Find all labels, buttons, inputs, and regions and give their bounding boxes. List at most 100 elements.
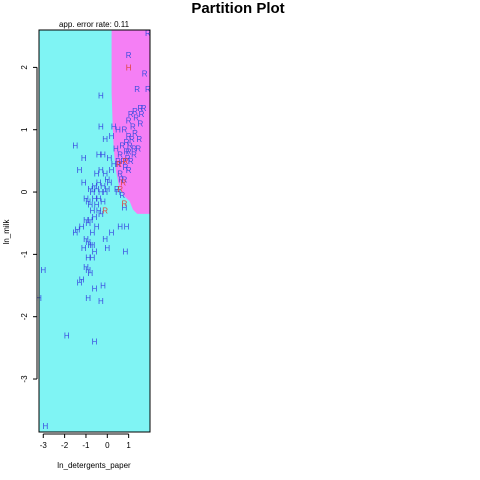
data-point-r: R [134, 85, 140, 94]
data-point-h: H [87, 185, 93, 194]
misclassified-point-r: R [116, 160, 122, 169]
chart-subtitle: app. error rate: 0.11 [59, 20, 130, 29]
data-point-r: R [114, 185, 120, 194]
data-point-h: H [96, 207, 102, 216]
data-point-h: H [98, 188, 104, 197]
data-point-h: H [98, 91, 104, 100]
y-tick-label: -1 [20, 250, 29, 258]
chart-title: Partition Plot [191, 0, 284, 17]
data-point-r: R [128, 157, 134, 166]
data-point-h: H [100, 182, 106, 191]
data-point-h: H [87, 241, 93, 250]
plot-frame [38, 29, 151, 433]
data-point-h: H [104, 176, 110, 185]
data-point-r: R [141, 104, 147, 113]
data-point-h: H [89, 241, 95, 250]
data-point-h: H [85, 238, 91, 247]
data-point-h: H [87, 269, 93, 278]
data-point-r: R [135, 144, 141, 153]
data-point-h: H [123, 247, 129, 256]
data-point-h: H [115, 126, 121, 135]
data-point-h: H [98, 297, 104, 306]
data-point-r: R [127, 141, 133, 150]
data-point-h: H [109, 166, 115, 175]
data-point-h: H [100, 151, 106, 160]
misclassified-point-r: R [123, 157, 129, 166]
data-point-h: H [94, 169, 100, 178]
data-point-h: H [75, 225, 81, 234]
data-point-h: H [92, 285, 98, 294]
data-point-h: H [79, 275, 85, 284]
data-point-r: R [142, 70, 148, 79]
data-point-r: R [124, 138, 130, 147]
data-point-h: H [87, 201, 93, 210]
y-axis: -3 -2 -1 0 1 2 [20, 65, 38, 383]
data-point-h: H [121, 204, 127, 213]
data-point-r: R [120, 157, 126, 166]
misclassified-point-r: R [117, 185, 123, 194]
data-point-r: R [126, 166, 132, 175]
data-point-h: H [89, 229, 95, 238]
data-point-h: H [92, 182, 98, 191]
data-point-h: H [85, 253, 91, 262]
data-point-h: H [85, 294, 91, 303]
data-point-h: H [79, 222, 85, 231]
data-point-r: R [145, 29, 151, 38]
data-point-h: H [83, 235, 89, 244]
data-point-r: R [119, 141, 125, 150]
data-point-h: H [117, 222, 123, 231]
data-point-r: R [128, 110, 134, 119]
data-point-h: H [96, 179, 102, 188]
data-point-h: H [92, 338, 98, 347]
region-r-polygon [111, 30, 150, 214]
data-point-h: H [81, 244, 87, 253]
x-axis-label: ln_detergents_paper [57, 461, 131, 470]
data-point-r: R [126, 51, 132, 60]
data-point-h: H [92, 213, 98, 222]
data-point-r: R [117, 169, 123, 178]
data-point-r: R [125, 154, 131, 163]
data-point-h: H [107, 179, 113, 188]
data-point-h: H [100, 197, 106, 206]
data-point-h: H [102, 188, 108, 197]
data-point-r: R [131, 151, 137, 160]
data-point-h: H [104, 244, 110, 253]
data-point-h: H [102, 135, 108, 144]
data-point-h: H [87, 216, 93, 225]
data-point-r: R [121, 126, 127, 135]
x-axis: -3 -2 -1 0 1 [40, 433, 131, 450]
data-point-h: H [94, 201, 100, 210]
data-point-h: H [98, 210, 104, 219]
data-point-h: H [111, 160, 117, 169]
data-point-h: H [94, 185, 100, 194]
y-tick-label: -3 [20, 375, 29, 383]
data-point-r: R [133, 113, 139, 122]
data-point-h: H [92, 247, 98, 256]
data-point-r: R [138, 119, 144, 128]
misclassified-point-h: H [126, 63, 132, 72]
data-point-r: R [130, 123, 136, 132]
data-point-r: R [126, 116, 132, 125]
data-point-h: H [77, 166, 83, 175]
data-point-r: R [126, 148, 132, 157]
data-point-r: R [145, 85, 151, 94]
x-tick-label: -3 [40, 441, 48, 450]
data-point-h: H [98, 123, 104, 132]
data-point-r: R [117, 151, 123, 160]
data-point-h: H [100, 282, 106, 291]
data-point-h: H [81, 179, 87, 188]
data-point-h: H [85, 266, 91, 275]
data-point-r: R [115, 160, 121, 169]
y-tick-label: 1 [20, 127, 29, 132]
data-point-h: H [107, 154, 113, 163]
data-point-h: H [92, 194, 98, 203]
data-point-h: H [102, 235, 108, 244]
data-point-h: H [115, 188, 121, 197]
data-point-h: H [83, 216, 89, 225]
data-point-r: R [115, 157, 121, 166]
data-point-h: H [94, 222, 100, 231]
data-point-r: R [131, 144, 137, 153]
data-point-h: H [111, 123, 117, 132]
